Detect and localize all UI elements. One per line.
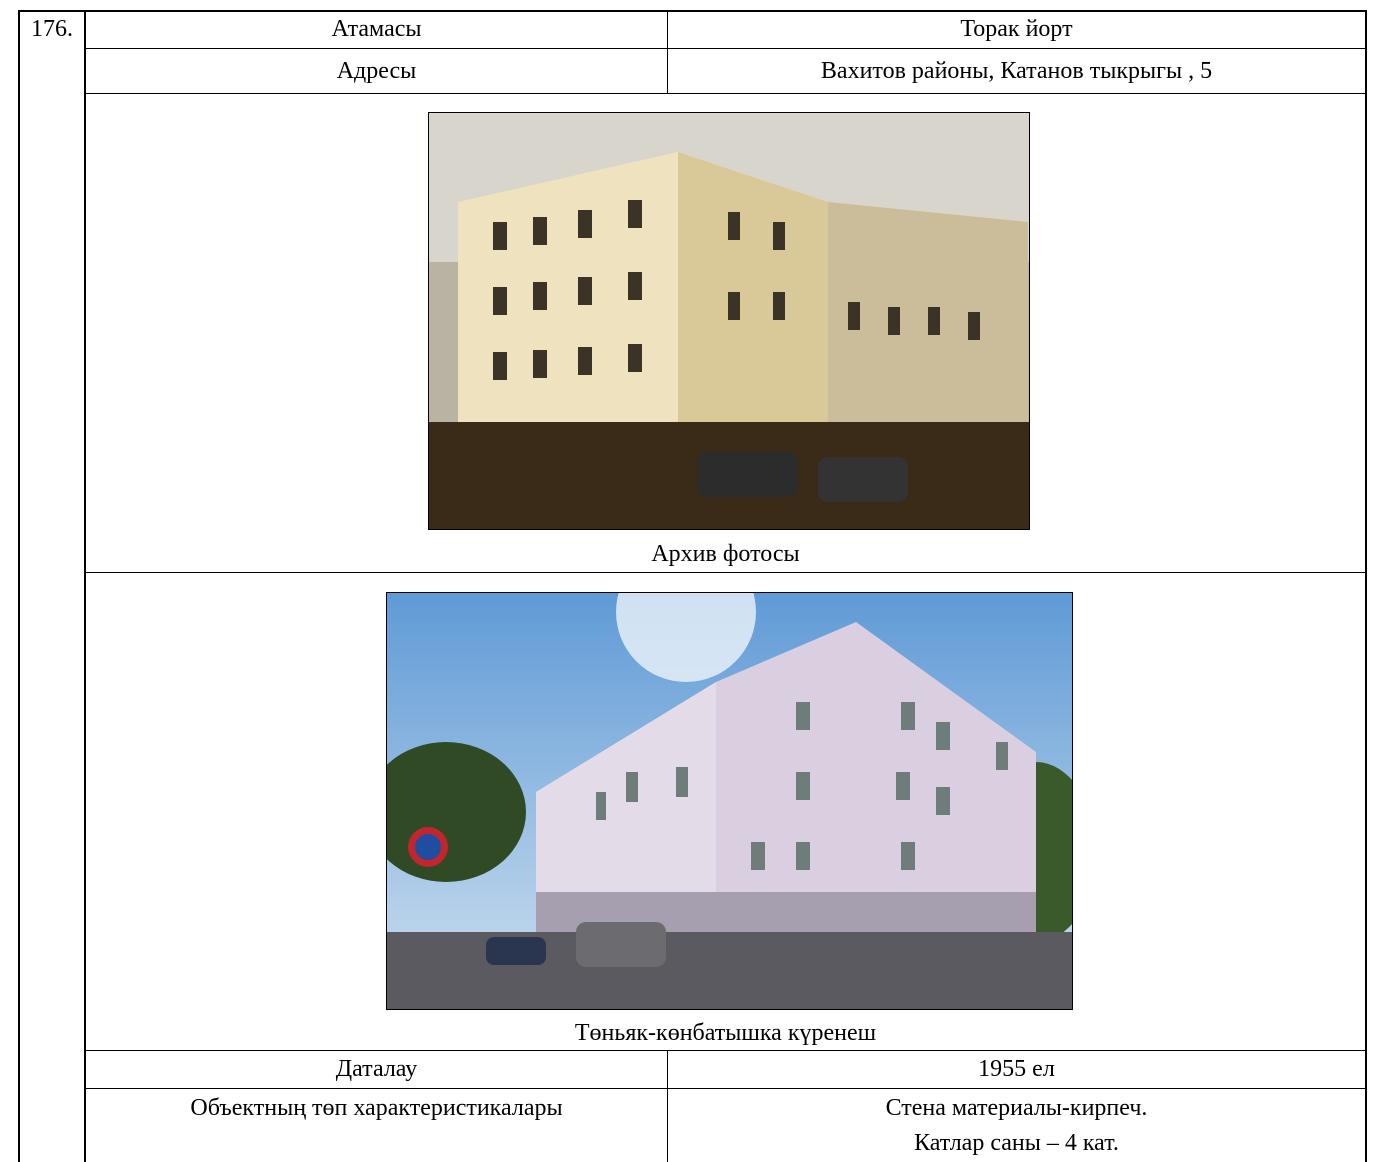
- border: [84, 1088, 1367, 1089]
- cell: Стена материалы-кирпеч.: [885, 1095, 1148, 1121]
- border: [667, 1050, 668, 1162]
- row-number: 176.: [31, 16, 73, 42]
- archive-photo: [428, 112, 1030, 530]
- border: [667, 10, 668, 93]
- border: [1365, 10, 1367, 1162]
- cell: Катлар саны – 4 кат.: [914, 1130, 1119, 1156]
- cell: Вахитов районы, Катанов тыкрыгы , 5: [820, 58, 1213, 84]
- cell: Даталау: [335, 1056, 418, 1082]
- photo-caption: Архив фотосы: [651, 541, 800, 567]
- cell: Атамасы: [331, 16, 422, 42]
- border: [84, 48, 1367, 49]
- cell: Объектның төп характеристикалары: [190, 1095, 563, 1121]
- photo-caption: Төньяк-көнбатышка күренеш: [574, 1020, 877, 1046]
- border: [18, 10, 1367, 12]
- border: [84, 572, 1367, 573]
- border: [84, 93, 1367, 94]
- border: [84, 10, 86, 1162]
- current-photo: [386, 592, 1073, 1010]
- border: [18, 10, 20, 1162]
- cell: Адресы: [336, 58, 417, 84]
- border: [84, 1050, 1367, 1051]
- cell: Торак йорт: [960, 16, 1073, 42]
- cell: 1955 ел: [978, 1056, 1055, 1082]
